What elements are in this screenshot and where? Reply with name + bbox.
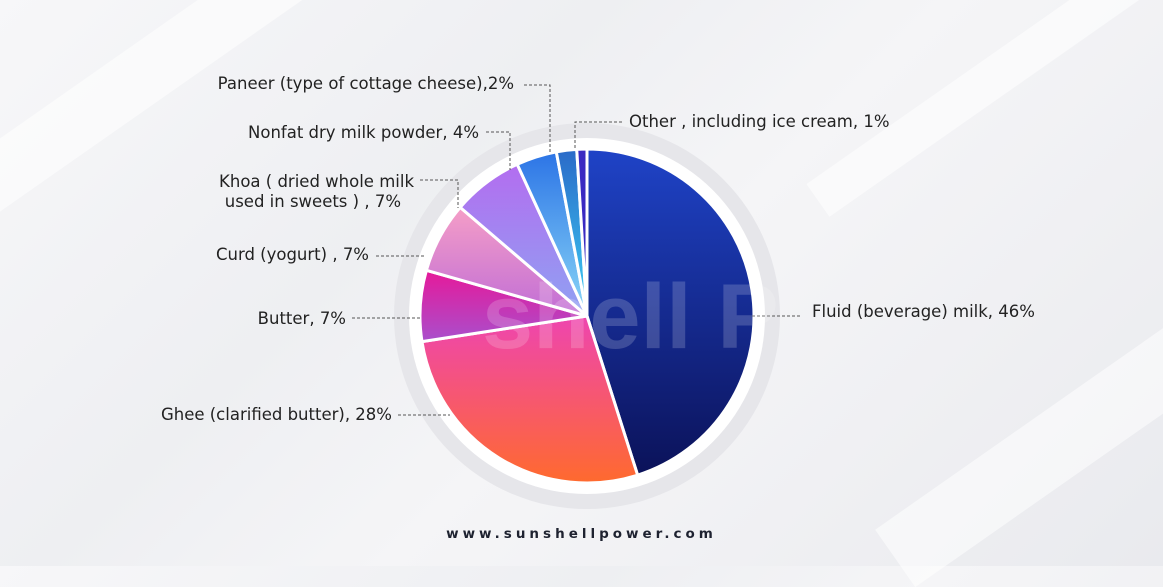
pie-slice xyxy=(420,314,640,485)
label-ghee: Ghee (clarified butter), 28% xyxy=(160,405,392,424)
pie-slice xyxy=(575,147,589,318)
pie-chart: shell P xyxy=(352,84,800,509)
label-paneer: Paneer (type of cottage cheese),2% xyxy=(217,74,514,93)
leader-other xyxy=(574,121,622,150)
label-khoa-line1: Khoa ( dried whole milk xyxy=(219,172,414,191)
website-url: www.sunshellpower.com xyxy=(446,526,717,542)
label-curd: Curd (yogurt) , 7% xyxy=(215,245,369,264)
label-butter: Butter, 7% xyxy=(257,309,346,328)
label-nonfat: Nonfat dry milk powder, 4% xyxy=(248,123,479,142)
leader-khoa xyxy=(420,179,459,208)
pie-slice xyxy=(585,147,756,477)
leader-nonfat xyxy=(486,131,511,170)
watermark-text: shell P xyxy=(482,266,779,368)
label-khoa-line2: used in sweets ) , 7% xyxy=(224,192,401,211)
label-other: Other , including ice cream, 1% xyxy=(629,112,890,131)
leader-lines xyxy=(352,84,800,416)
label-fluid: Fluid (beverage) milk, 46% xyxy=(812,302,1035,321)
leader-paneer xyxy=(524,84,551,152)
